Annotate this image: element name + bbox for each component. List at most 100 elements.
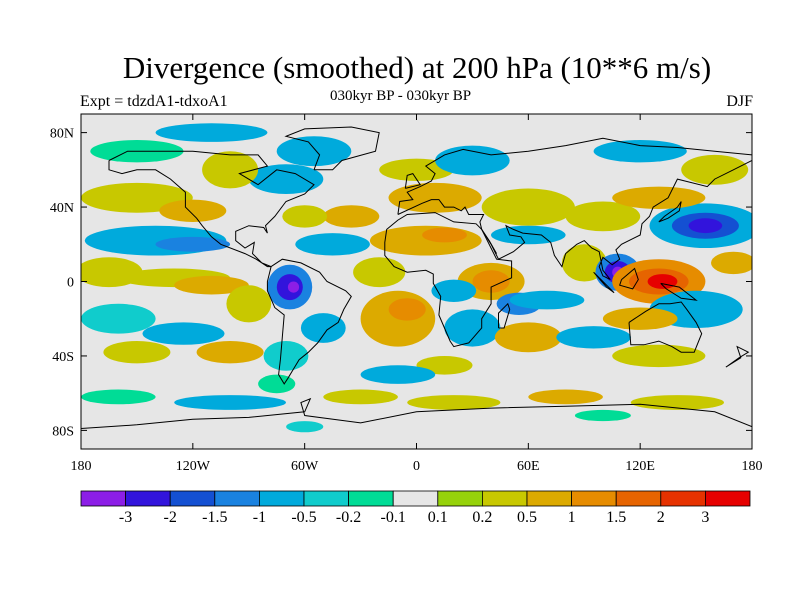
x-tick-label: 180	[71, 459, 92, 474]
field-contour	[379, 158, 454, 181]
field-contour	[612, 344, 706, 368]
x-tick-label: 60E	[517, 459, 540, 474]
coastline	[658, 201, 682, 223]
coastline	[404, 173, 422, 189]
x-tick-label: 180	[742, 459, 763, 474]
colorbar-label: 0.1	[428, 509, 448, 526]
field-contour	[226, 285, 272, 323]
field-contour	[263, 341, 309, 371]
field-contour	[248, 164, 324, 195]
colorbar-label: -2	[164, 509, 177, 526]
colorbar-swatch	[80, 490, 126, 507]
field-contour	[422, 227, 467, 243]
colorbar-swatch	[348, 490, 394, 507]
coastline	[284, 126, 380, 171]
field-contour	[444, 309, 501, 347]
coastline	[108, 150, 315, 268]
colorbar-swatch	[705, 490, 751, 507]
field-contour	[103, 341, 171, 364]
field-contour	[711, 251, 752, 275]
field-contour	[472, 270, 510, 293]
field-contour	[142, 322, 225, 345]
field-contour	[494, 322, 562, 353]
coastline	[384, 212, 513, 348]
field-contour	[416, 356, 473, 375]
field-contour	[353, 257, 406, 288]
field-contour	[688, 218, 723, 234]
field-contour	[528, 389, 603, 405]
colorbar-label: 1	[568, 509, 576, 526]
field-contour	[574, 409, 631, 422]
coastline	[660, 282, 698, 301]
colorbar-swatch	[392, 490, 439, 507]
field-contour	[258, 374, 296, 394]
field-contour	[431, 279, 477, 302]
field-contour	[491, 225, 566, 245]
field-contour	[295, 233, 370, 256]
x-tick-label: 0	[413, 459, 420, 474]
x-tick-label: 120W	[176, 459, 211, 474]
colorbar-swatch	[125, 490, 171, 507]
field-contour	[612, 186, 706, 209]
colorbar-label: 3	[701, 509, 709, 526]
coastline	[725, 345, 750, 368]
field-contour	[155, 123, 268, 142]
colorbar-label: -0.2	[336, 509, 361, 526]
colorbar-label: -1	[253, 509, 266, 526]
x-tick-label: 60W	[291, 459, 319, 474]
colorbar-swatch	[660, 490, 706, 507]
field-contour	[323, 389, 398, 405]
colorbar-label: -0.1	[381, 509, 406, 526]
field-contour	[159, 199, 227, 222]
x-tick-label: 120E	[625, 459, 655, 474]
colorbar-swatch	[169, 490, 216, 507]
colorbar-label: -0.5	[291, 509, 316, 526]
y-tick-label: 40S	[52, 350, 74, 365]
colorbar-label: 0.5	[517, 509, 537, 526]
field-contour	[388, 182, 482, 213]
colorbar-swatch	[258, 490, 305, 507]
field-contour	[276, 136, 352, 167]
coastline	[481, 229, 498, 254]
field-contour	[323, 205, 380, 228]
y-tick-label: 40N	[50, 201, 74, 216]
coastline	[628, 301, 703, 353]
field-contour	[155, 236, 231, 252]
field-contour	[286, 421, 324, 433]
field-contour	[681, 154, 749, 185]
field-contour	[435, 145, 510, 176]
coastline	[593, 271, 615, 294]
field-contour	[509, 290, 585, 310]
field-contour	[565, 201, 641, 232]
colorbar-swatch	[214, 490, 260, 507]
chart-subtitle: 030kyr BP - 030kyr BP	[330, 88, 472, 104]
season-label: DJF	[726, 93, 753, 110]
field-contour	[81, 389, 156, 405]
field-contour	[593, 140, 687, 163]
field-contour	[282, 205, 328, 228]
experiment-label: Expt = tdzdA1-tdxoA1	[80, 93, 228, 110]
field-contour	[360, 365, 436, 384]
field-contour	[388, 298, 426, 321]
coastline	[266, 258, 352, 385]
y-tick-label: 80N	[50, 127, 74, 142]
field-contour	[407, 395, 501, 410]
colorbar-label: -1.5	[202, 509, 227, 526]
y-tick-label: 0	[67, 276, 74, 291]
field-contour	[481, 188, 575, 226]
field-contour	[287, 281, 300, 293]
coastline	[619, 267, 639, 290]
colorbar-swatch	[481, 490, 528, 507]
colorbar-swatch	[571, 490, 617, 507]
field-contour	[647, 274, 678, 289]
field-contour	[196, 341, 264, 364]
field-contour	[556, 326, 631, 349]
colorbar-label: -3	[119, 509, 132, 526]
coastline	[498, 302, 511, 329]
y-tick-label: 80S	[52, 424, 74, 439]
colorbar-swatch	[526, 490, 572, 507]
field-contour	[81, 303, 156, 334]
field-contour	[202, 151, 259, 189]
colorbar-swatch	[615, 490, 662, 507]
